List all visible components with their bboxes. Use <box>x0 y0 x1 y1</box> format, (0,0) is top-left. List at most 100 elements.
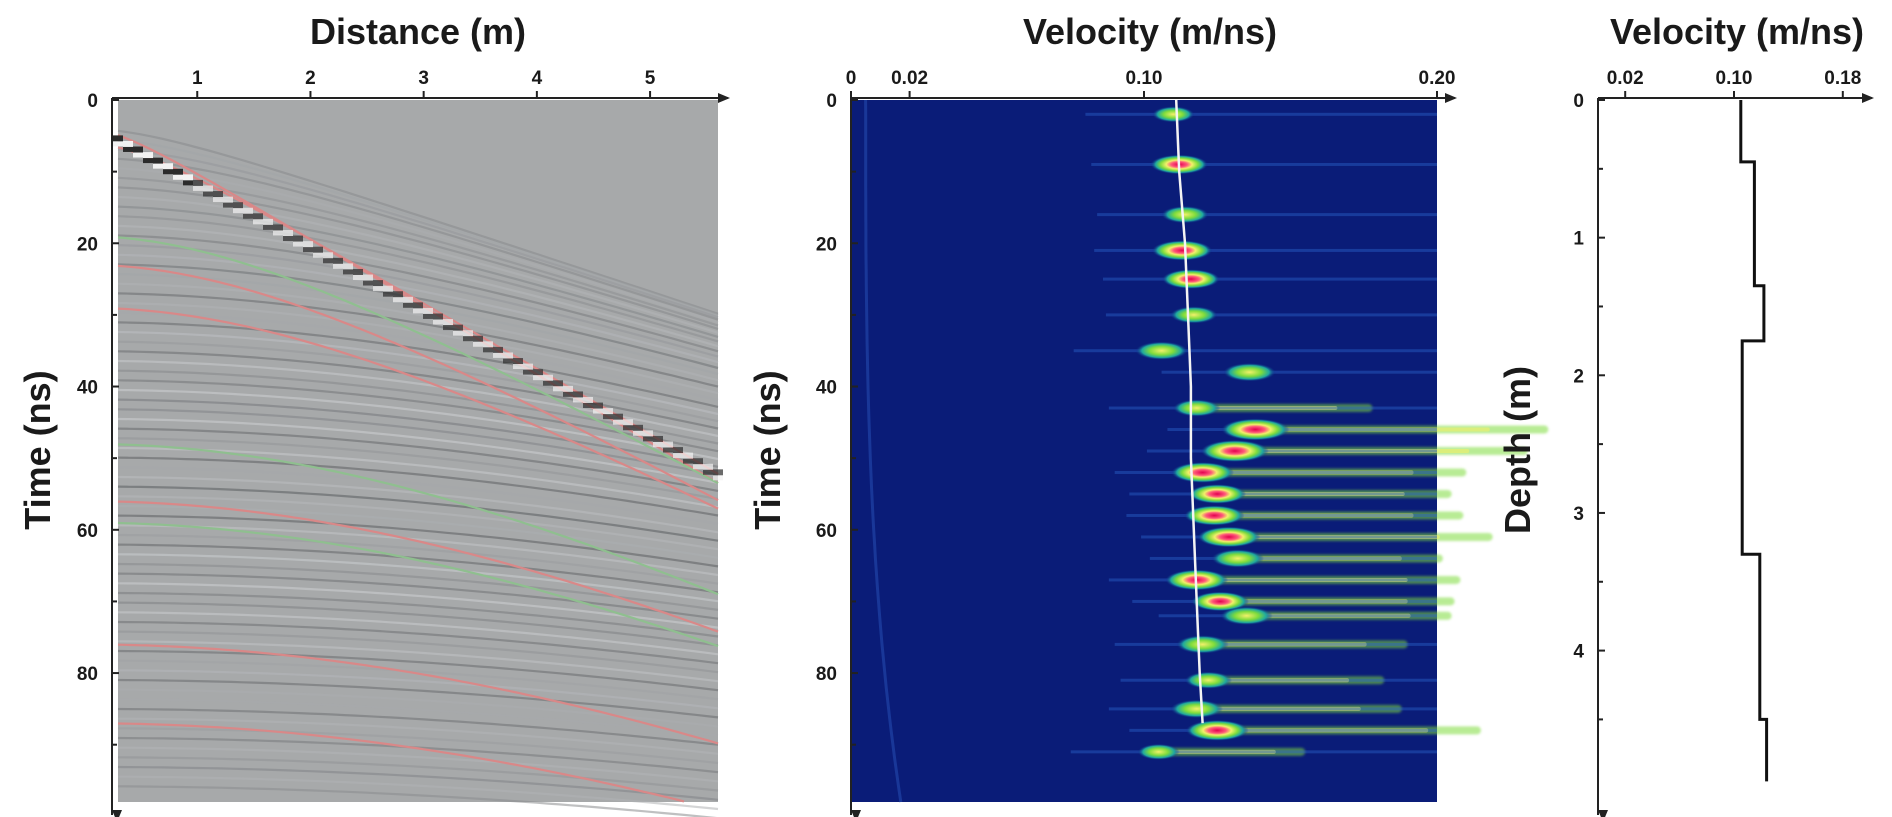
semblance-peak <box>1184 505 1245 526</box>
gather-event <box>117 167 719 324</box>
gather-event <box>117 659 719 701</box>
reflection-curve <box>117 264 719 502</box>
direct-wave-cell <box>683 458 693 464</box>
semblance-streak <box>1208 678 1350 683</box>
direct-wave-cell <box>253 213 263 220</box>
direct-wave-cell <box>183 180 193 186</box>
direct-wave-cell <box>463 330 473 337</box>
direct-wave-cell <box>143 152 153 159</box>
direct-wave-cell <box>563 385 573 392</box>
semblance-streak <box>1120 678 1437 682</box>
gather-event <box>117 446 719 509</box>
direct-wave-cell <box>503 352 513 359</box>
semblance-streak <box>1237 556 1402 561</box>
direct-wave-cell <box>713 469 723 476</box>
gather-event <box>118 746 719 783</box>
gather-event <box>117 157 719 321</box>
gather-event <box>117 253 719 364</box>
y-tick-label: 20 <box>77 234 98 255</box>
gather-event <box>117 282 719 382</box>
x-tick-label: 0 <box>846 68 857 89</box>
direct-wave-cell <box>563 391 573 397</box>
reflection-curve <box>117 307 719 510</box>
direct-wave-cell <box>353 274 363 280</box>
semblance-peak <box>1197 526 1261 548</box>
reflection-curve <box>117 443 719 596</box>
direct-wave-cell <box>543 374 553 381</box>
gather-horizontal-events <box>117 129 719 817</box>
direct-wave-cell <box>273 224 283 231</box>
direct-wave-cell <box>523 369 533 375</box>
gather-event <box>117 330 719 416</box>
gather-event <box>117 311 719 402</box>
gather-event <box>117 514 719 568</box>
direct-wave-cell <box>493 346 503 353</box>
semblance-streak <box>1097 213 1437 217</box>
semblance-streak <box>1132 599 1437 603</box>
direct-wave-cell <box>663 441 673 448</box>
gather-event <box>117 524 719 577</box>
direct-wave-cell <box>553 380 563 387</box>
direct-wave-cell <box>363 280 373 286</box>
direct-wave-cell <box>673 447 683 454</box>
direct-wave-cell <box>483 347 493 353</box>
x-tick-label: 2 <box>305 68 316 89</box>
gather-event <box>117 601 719 647</box>
direct-wave-cell <box>583 396 593 403</box>
direct-wave-cell <box>443 319 453 326</box>
direct-wave-cell <box>593 408 603 414</box>
x-tick-label: 0.02 <box>1607 68 1644 89</box>
velocity-depth-step-line <box>1739 100 1769 782</box>
direct-wave-cell <box>403 296 413 303</box>
direct-wave-cell <box>503 358 513 364</box>
semblance-streak <box>1094 248 1437 252</box>
direct-wave-cell <box>283 230 293 237</box>
vd-y-axis-title: Depth (m) <box>1497 366 1538 534</box>
gather-event <box>117 292 719 388</box>
gather-event <box>118 717 719 755</box>
direct-wave-cell <box>203 185 213 192</box>
y-tick-label: 80 <box>77 664 98 685</box>
direct-wave-cell <box>213 197 223 203</box>
semblance-peak <box>1176 635 1229 654</box>
direct-wave-cell <box>513 358 523 365</box>
direct-wave-cell <box>693 464 703 470</box>
direct-wave-cell <box>153 163 163 169</box>
semblance-peak <box>1135 341 1188 360</box>
semblance-peak <box>1220 606 1273 625</box>
direct-wave-cell <box>613 413 623 420</box>
direct-wave-cell <box>533 369 543 376</box>
gather-event <box>117 138 719 317</box>
cmp-gather-panel: 1 2 3 4 5 0 20 40 60 80 Distance (m) Time (ns) <box>17 11 730 817</box>
semblance-streak <box>1158 614 1437 618</box>
semblance-streak <box>1220 599 1408 604</box>
gather-event <box>117 630 719 674</box>
semblance-streak <box>1114 470 1437 474</box>
gather-event <box>117 321 719 408</box>
direct-wave-cell <box>513 364 523 370</box>
direct-wave-cell <box>453 330 463 336</box>
direct-wave-cell <box>183 174 193 181</box>
direct-wave-cell <box>193 185 203 191</box>
y-tick-label: 2 <box>1573 366 1584 387</box>
y-tick-label: 20 <box>816 234 837 255</box>
gather-event <box>117 244 719 358</box>
direct-wave-cell <box>123 146 133 152</box>
direct-wave-cell <box>243 213 253 219</box>
reflection-curve <box>117 722 685 803</box>
gather-event <box>117 215 719 343</box>
gather-event <box>117 340 719 423</box>
direct-wave-cell <box>423 307 433 314</box>
semblance-streak <box>864 99 903 803</box>
gather-event <box>117 350 719 430</box>
direct-wave-cell <box>253 219 263 225</box>
gather-event <box>117 553 719 603</box>
semblance-peak <box>1173 399 1221 417</box>
semblance-streak <box>1114 642 1437 646</box>
y-tick-label: 4 <box>1573 642 1584 663</box>
gather-event <box>117 640 719 683</box>
x-tick-label: 0.10 <box>1716 68 1753 89</box>
direct-wave-cell <box>473 341 483 347</box>
direct-wave-cell <box>423 313 433 319</box>
